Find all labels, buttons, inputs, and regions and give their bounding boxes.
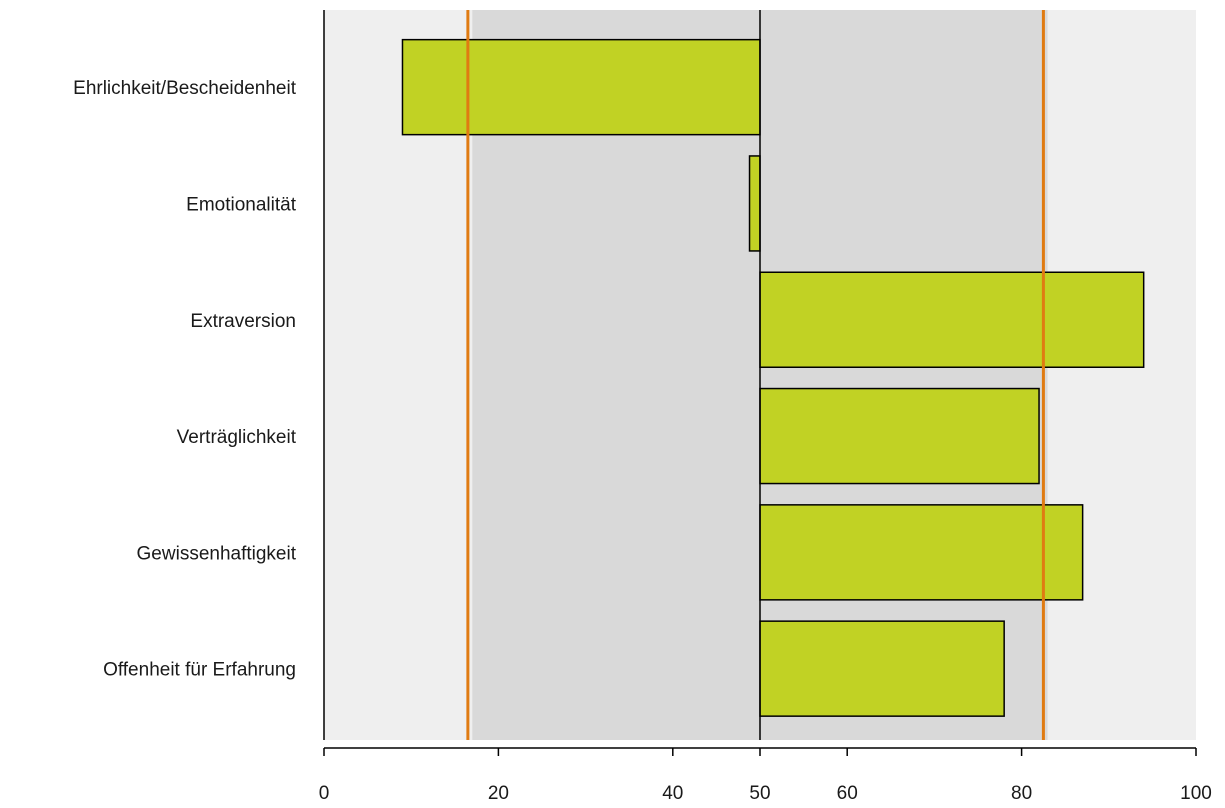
category-label: Ehrlichkeit/Bescheidenheit	[73, 78, 297, 99]
bar	[401, 38, 761, 136]
bar	[748, 155, 761, 252]
x-tick-label: 100	[1180, 783, 1212, 804]
category-labels: Ehrlichkeit/Bescheidenheit Emotionalität E…	[73, 78, 297, 681]
bar	[759, 504, 1084, 601]
x-tick-label: 80	[1011, 783, 1032, 804]
x-tick-label: 60	[837, 783, 858, 804]
bar	[759, 271, 1145, 368]
background-band	[1047, 10, 1196, 740]
x-tick-label: 20	[488, 783, 509, 804]
category-label: Verträglichkeit	[177, 427, 297, 448]
category-label: Gewissenhaftigkeit	[137, 543, 297, 564]
category-label: Emotionalität	[186, 194, 297, 215]
x-tick-label: 50	[749, 783, 770, 804]
bars	[401, 38, 1145, 717]
category-label: Extraversion	[190, 311, 296, 332]
category-label: Offenheit für Erfahrung	[103, 660, 296, 681]
x-tick-label: 0	[319, 783, 330, 804]
x-tick-label: 40	[662, 783, 683, 804]
x-axis: 0 20 40 50 60 80 100	[319, 10, 1212, 804]
bar	[759, 387, 1040, 485]
reference-lines	[466, 10, 1045, 740]
bar	[759, 620, 1005, 717]
